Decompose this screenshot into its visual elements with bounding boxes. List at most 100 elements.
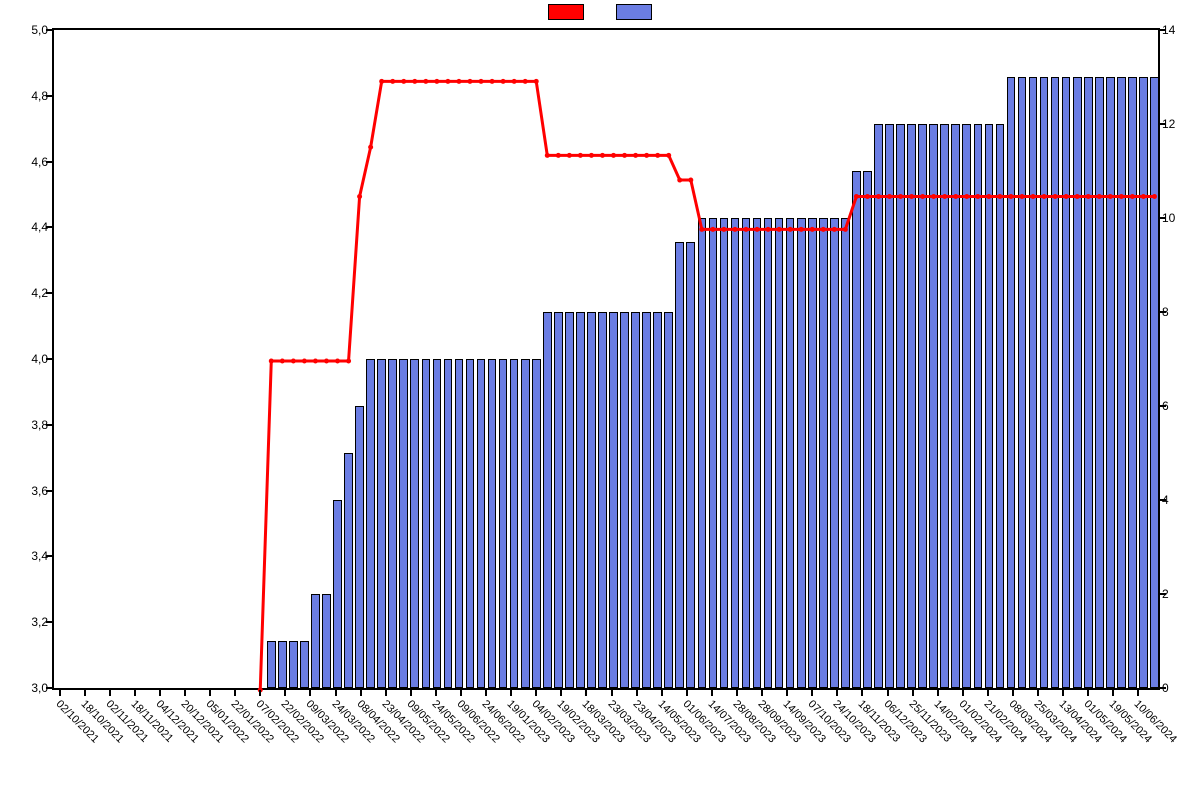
line-marker xyxy=(964,194,969,199)
line-marker xyxy=(379,79,384,84)
line-marker xyxy=(501,79,506,84)
y-right-tick-mark xyxy=(1160,687,1166,689)
line-marker xyxy=(622,153,627,158)
line-marker xyxy=(1008,194,1013,199)
line-marker xyxy=(1031,194,1036,199)
line-marker xyxy=(390,79,395,84)
line-marker xyxy=(445,79,450,84)
line-marker xyxy=(644,153,649,158)
y-left-tick-mark xyxy=(46,555,52,557)
line-marker xyxy=(335,359,340,364)
line-marker xyxy=(490,79,495,84)
y-left-tick-label: 4,0 xyxy=(4,352,48,366)
line-marker xyxy=(876,194,881,199)
line-marker xyxy=(810,227,815,232)
line-marker xyxy=(788,227,793,232)
x-tick-mark xyxy=(485,690,487,696)
y-left-tick-label: 3,8 xyxy=(4,418,48,432)
x-tick-mark xyxy=(385,690,387,696)
x-tick-mark xyxy=(284,690,286,696)
x-tick-mark xyxy=(585,690,587,696)
y-right-tick-mark xyxy=(1160,123,1166,125)
line-marker xyxy=(534,79,539,84)
line-marker xyxy=(434,79,439,84)
x-tick-mark xyxy=(836,690,838,696)
y-right-tick-mark xyxy=(1160,499,1166,501)
line-marker xyxy=(368,145,373,150)
x-tick-mark xyxy=(1112,690,1114,696)
line-marker xyxy=(357,194,362,199)
line-marker xyxy=(1064,194,1069,199)
line-marker xyxy=(1152,194,1157,199)
x-tick-mark xyxy=(1062,690,1064,696)
x-tick-mark xyxy=(209,690,211,696)
y-left-tick-mark xyxy=(46,292,52,294)
line-marker xyxy=(1097,194,1102,199)
line-marker xyxy=(545,153,550,158)
x-tick-mark xyxy=(636,690,638,696)
x-tick-mark xyxy=(711,690,713,696)
x-tick-mark xyxy=(811,690,813,696)
line-marker xyxy=(942,194,947,199)
x-tick-mark xyxy=(661,690,663,696)
x-tick-mark xyxy=(887,690,889,696)
line-marker xyxy=(600,153,605,158)
line-marker xyxy=(302,359,307,364)
line-marker xyxy=(280,359,285,364)
line-marker xyxy=(1020,194,1025,199)
line-marker xyxy=(1042,194,1047,199)
y-right-tick-mark xyxy=(1160,217,1166,219)
line-marker xyxy=(1075,194,1080,199)
line-marker xyxy=(766,227,771,232)
y-left-tick-mark xyxy=(46,161,52,163)
x-tick-mark xyxy=(360,690,362,696)
line-marker xyxy=(589,153,594,158)
line-marker xyxy=(567,153,572,158)
line-marker xyxy=(799,227,804,232)
y-left-tick-label: 4,2 xyxy=(4,286,48,300)
line-marker xyxy=(313,359,318,364)
line-marker xyxy=(512,79,517,84)
y-left-tick-mark xyxy=(46,226,52,228)
line-marker xyxy=(777,227,782,232)
y-left-tick-mark xyxy=(46,490,52,492)
line-marker xyxy=(346,359,351,364)
x-tick-mark xyxy=(134,690,136,696)
x-tick-mark xyxy=(84,690,86,696)
y-left-tick-mark xyxy=(46,29,52,31)
line-marker xyxy=(699,227,704,232)
line-marker xyxy=(688,178,693,183)
y-right-tick-label: 14 xyxy=(1162,23,1198,37)
y-left-tick-label: 4,6 xyxy=(4,155,48,169)
line-marker xyxy=(1119,194,1124,199)
y-right-tick-label: 10 xyxy=(1162,211,1198,225)
x-tick-mark xyxy=(184,690,186,696)
line-marker xyxy=(909,194,914,199)
line-marker xyxy=(843,227,848,232)
x-tick-mark xyxy=(159,690,161,696)
line-marker xyxy=(677,178,682,183)
line-marker xyxy=(997,194,1002,199)
x-tick-mark xyxy=(59,690,61,696)
line-marker xyxy=(401,79,406,84)
line-marker xyxy=(721,227,726,232)
x-tick-mark xyxy=(234,690,236,696)
x-tick-mark xyxy=(410,690,412,696)
line-marker xyxy=(710,227,715,232)
line-marker xyxy=(854,194,859,199)
x-tick-mark xyxy=(1012,690,1014,696)
line-marker xyxy=(975,194,980,199)
line-marker xyxy=(1053,194,1058,199)
x-tick-mark xyxy=(510,690,512,696)
y-left-tick-label: 3,4 xyxy=(4,549,48,563)
y-right-tick-label: 8 xyxy=(1162,305,1198,319)
x-tick-mark xyxy=(937,690,939,696)
y-right-tick-label: 0 xyxy=(1162,681,1198,695)
x-tick-mark xyxy=(109,690,111,696)
y-left-tick-mark xyxy=(46,687,52,689)
x-tick-mark xyxy=(460,690,462,696)
y-left-tick-label: 3,6 xyxy=(4,484,48,498)
line-marker xyxy=(655,153,660,158)
line-marker xyxy=(324,359,329,364)
line-marker xyxy=(1108,194,1113,199)
